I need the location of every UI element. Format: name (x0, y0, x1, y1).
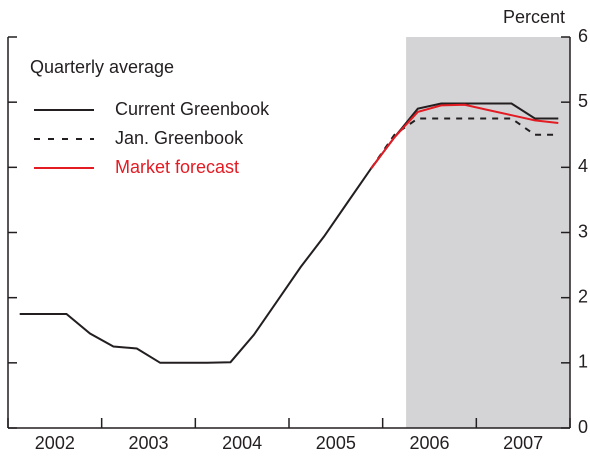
x-category-label: 2004 (222, 433, 262, 453)
x-category-label: 2003 (128, 433, 168, 453)
y-tick-label: 5 (578, 91, 588, 111)
y-tick-label: 1 (578, 352, 588, 372)
series-line (370, 103, 559, 170)
y-axis-label: Percent (503, 7, 565, 27)
y-tick-label: 6 (578, 26, 588, 46)
y-tick-label: 3 (578, 221, 588, 241)
x-category-label: 2002 (35, 433, 75, 453)
x-category-label: 2007 (503, 433, 543, 453)
y-tick-label: 4 (578, 156, 588, 176)
annotation: Quarterly average (30, 57, 174, 77)
y-tick-label: 0 (578, 417, 588, 437)
x-category-label: 2005 (316, 433, 356, 453)
legend-label: Market forecast (115, 157, 239, 177)
legend-label: Current Greenbook (115, 99, 270, 119)
y-tick-label: 2 (578, 286, 588, 306)
x-category-label: 2006 (409, 433, 449, 453)
forecast-shade (406, 37, 570, 428)
legend-label: Jan. Greenbook (115, 128, 244, 148)
series-line (19, 102, 559, 364)
